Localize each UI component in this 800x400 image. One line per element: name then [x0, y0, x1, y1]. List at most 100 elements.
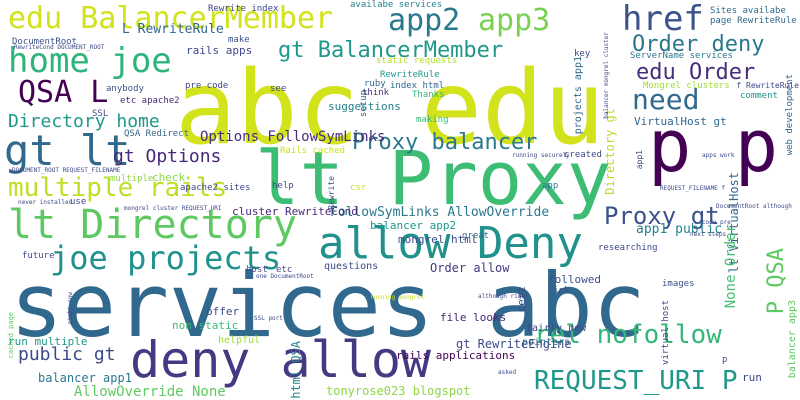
word-projects-app1: projects app1	[573, 56, 584, 135]
word-rewrite: Rewrite	[327, 176, 336, 210]
word-running-securely: running securely	[512, 152, 570, 159]
word-app: app	[542, 181, 559, 191]
word-gt-lt: gt lt	[4, 126, 131, 175]
word-balancer-app2: balancer app2	[370, 219, 457, 232]
word-public-gt: public gt	[18, 344, 116, 365]
word-help: help	[272, 181, 294, 191]
word-non-static: non static	[172, 319, 239, 332]
word-request-filename-f: REQUEST_FILENAME f	[660, 185, 726, 192]
word-images: images	[662, 279, 695, 289]
word-pre-code: pre code	[185, 81, 229, 91]
word-etc-apache2: etc apache2	[120, 96, 180, 106]
word-researching: researching	[598, 243, 658, 253]
word-balancer-mongrel-cluster: balancer mongrel cluster	[603, 32, 610, 119]
word-file-looks: file looks	[440, 311, 507, 324]
word-cached-page: cached page	[7, 312, 15, 359]
word-ruby: ruby	[364, 79, 386, 89]
word-think: think	[362, 88, 390, 98]
word-although-right: although right	[478, 293, 529, 300]
word-proxy-balancer: Proxy balancer	[352, 130, 538, 155]
word-documentroot-although: DocumentRoot although	[716, 203, 792, 210]
word-making: making	[416, 115, 449, 125]
word-html-qsa: html QSA	[289, 341, 303, 399]
word-ssl: SSL	[92, 109, 109, 119]
word-rel-nofollow: rel nofollow	[534, 320, 722, 350]
word-asked: asked	[498, 369, 517, 376]
word-questions: questions	[324, 261, 379, 272]
word-followsymlinks-allowoverride: FollowSymLinks AllowOverride	[330, 205, 550, 220]
word-app3: app3	[478, 3, 551, 38]
word-balancer-app1: balancer app1	[38, 371, 132, 385]
word-suggestions: suggestions	[328, 100, 401, 113]
word-followed: followed	[548, 273, 601, 286]
word-qsa-l: QSA L	[18, 75, 109, 110]
word-next-steps: next steps	[690, 231, 727, 238]
word-gt-rewriteengine: gt RewriteEngine	[456, 337, 572, 351]
word-need: need	[632, 83, 700, 116]
word-run: run	[742, 371, 762, 384]
word-helpful: helpful	[218, 335, 261, 346]
word-options-followsymlinks: Options FollowSymLinks	[200, 129, 386, 145]
word-apache2-sites: apache2 sites	[180, 183, 251, 193]
word-thanks: Thanks	[412, 90, 445, 100]
word-never-installed: never installed	[18, 199, 73, 206]
word-deny-allow: deny allow	[130, 331, 432, 389]
word-static-requests: static requests	[376, 56, 458, 66]
word-availabe-services: availabe services	[350, 0, 443, 10]
word-edu-balancermember: edu BalancerMember	[8, 1, 334, 36]
word-run-multiple: run multiple	[8, 335, 88, 348]
word-right-now: right now	[67, 292, 74, 325]
word-directory-gt: Directory gt	[603, 108, 617, 195]
word-app1-public: app1 public	[636, 222, 723, 237]
word-home-joe: home joe	[8, 41, 172, 81]
word-index-html: index html	[390, 81, 445, 91]
word-link: link	[548, 286, 570, 296]
word-order-deny: Order deny	[632, 32, 765, 57]
word-rails-applications: rails applications	[396, 349, 516, 362]
word-tonyrose023-blogspot: tonyrose023 blogspot	[326, 384, 471, 398]
word-multiple-rails: multiple rails	[8, 173, 228, 203]
word-key: key	[574, 49, 591, 59]
word-csr: csr	[350, 183, 367, 193]
word-document-root-request-filename: DOCUMENT_ROOT REQUEST_FILENAME	[12, 167, 121, 174]
word-page-rewriterule: page RewriteRule	[710, 16, 797, 26]
word-virtualhost-gt: VirtualHost gt	[634, 115, 727, 128]
word-order-allow: Order allow	[430, 261, 510, 275]
word-rewrite-index: Rewrite index	[208, 4, 279, 14]
word-l-rewriterule: L RewriteRule	[122, 22, 224, 37]
word-abc-edu: abc edu	[175, 49, 605, 168]
word-services-abc: services abc	[10, 254, 646, 357]
word-fairly-new: fairly new	[526, 323, 587, 334]
word-lt-proxy: lt Proxy	[255, 136, 612, 222]
word-created: created	[564, 150, 602, 160]
word-see: see	[270, 84, 287, 94]
word-p-p: p p	[648, 104, 779, 188]
word-use: use	[70, 197, 87, 207]
word-host: host	[246, 265, 268, 275]
word-rails-apps: rails apps	[186, 44, 253, 57]
word-virtual-host: virtual host	[661, 300, 671, 366]
word-app1: app1	[635, 150, 644, 170]
word-edu-order: edu Order	[636, 60, 756, 85]
word-request-uri-p: REQUEST_URI P	[534, 366, 738, 396]
word-balancer-app3: balancer app3	[787, 300, 798, 379]
word-make: make	[228, 35, 250, 45]
word-ssl-port: SSL port	[254, 315, 283, 322]
word-qsa-redirect: QSA Redirect	[124, 129, 190, 139]
word-check: check	[152, 171, 186, 184]
word-one-documentroot: one DocumentRoot	[256, 273, 314, 280]
word-allowoverride-none: AllowOverride None	[74, 384, 226, 400]
word-setup: setup	[359, 90, 369, 118]
word-servername-services: ServerName services	[630, 51, 733, 61]
word-offer: offer	[206, 305, 240, 318]
word-future: future	[22, 251, 55, 261]
word-mongrel-cluster-request-uri: mongrel cluster REQUEST_URI	[124, 205, 222, 212]
word-pointers: pointers	[522, 337, 571, 348]
word-rewritecond-document-root: RewriteCond DOCUMENT_ROOT	[14, 44, 105, 51]
word-href: href	[622, 0, 704, 39]
word-comment: comment	[740, 91, 778, 101]
word-sites-availabe: Sites availabe	[710, 6, 786, 16]
word-allow-deny: allow Deny	[318, 218, 583, 269]
word-p: p	[722, 355, 728, 365]
